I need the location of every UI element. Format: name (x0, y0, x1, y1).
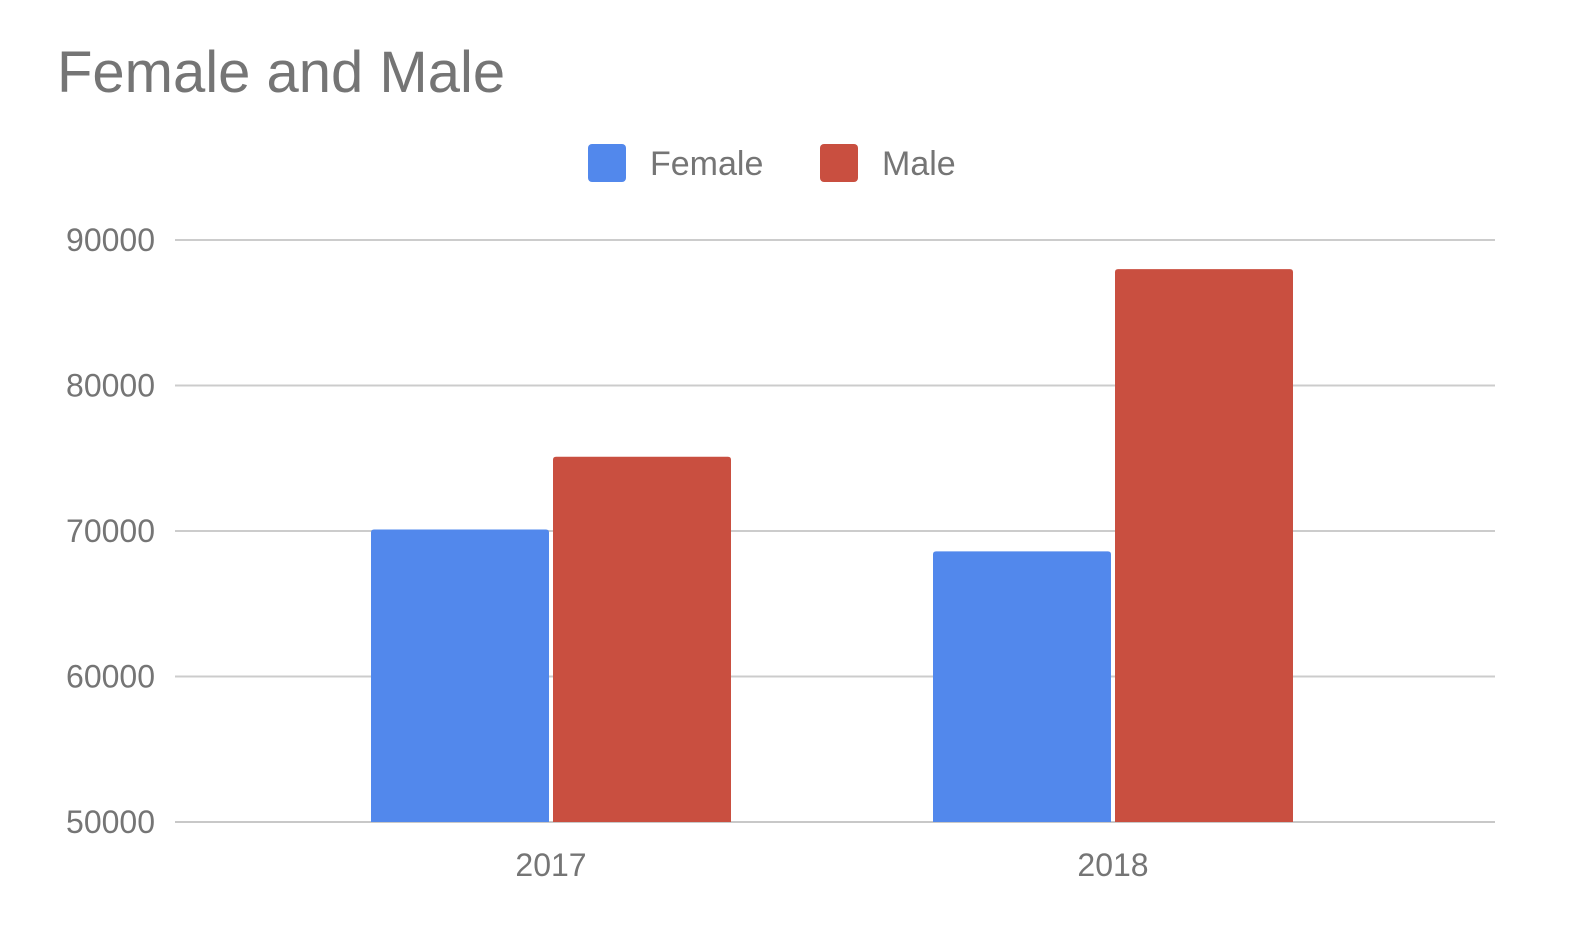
legend-swatch-female (588, 144, 626, 182)
legend-item-female: Female (588, 144, 763, 183)
bar-female-2018 (933, 551, 1111, 822)
y-tick-label: 50000 (66, 804, 155, 840)
y-axis: 50000 60000 70000 80000 90000 (66, 222, 155, 840)
chart-title: Female and Male (57, 40, 505, 105)
x-tick-label: 2018 (1077, 847, 1148, 883)
y-tick-label: 80000 (66, 368, 155, 404)
x-tick-label: 2017 (515, 847, 586, 883)
x-axis: 2017 2018 (515, 847, 1148, 883)
bar-male-2017 (553, 456, 731, 822)
legend-label-female: Female (650, 145, 763, 183)
y-tick-label: 70000 (66, 513, 155, 549)
legend: Female Male (588, 144, 956, 183)
y-tick-label: 90000 (66, 222, 155, 258)
bar-female-2017 (371, 529, 549, 822)
bars (371, 269, 1293, 823)
bar-male-2018 (1115, 269, 1293, 823)
legend-label-male: Male (882, 145, 956, 183)
legend-item-male: Male (820, 144, 956, 183)
y-tick-label: 60000 (66, 659, 155, 695)
legend-swatch-male (820, 144, 858, 182)
